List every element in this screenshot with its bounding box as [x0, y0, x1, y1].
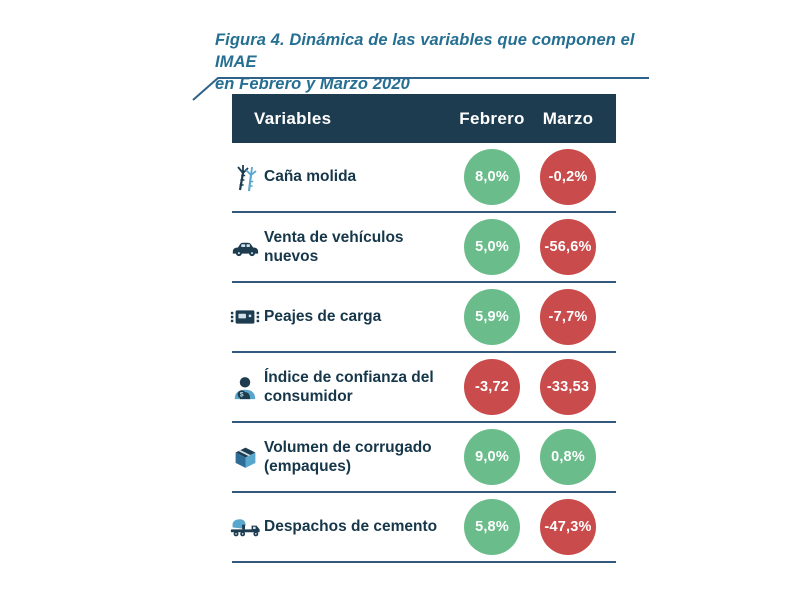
- imae-table: Variables Febrero Marzo Caña molida 8,0%…: [230, 94, 616, 563]
- row-label: Despachos de cemento: [264, 518, 438, 536]
- febrero-cell: 5,0%: [454, 219, 530, 275]
- car-icon: [226, 237, 264, 257]
- row-label: Volumen de corrugado (empaques): [264, 438, 432, 475]
- febrero-cell: -3,72: [454, 359, 530, 415]
- febrero-value-badge: 5,0%: [464, 219, 520, 275]
- svg-text:$: $: [240, 392, 244, 399]
- febrero-value-badge: 5,9%: [464, 289, 520, 345]
- figure-title: Figura 4. Dinámica de las variables que …: [215, 30, 665, 95]
- table-row: Caña molida 8,0% -0,2%: [232, 143, 616, 213]
- marzo-cell: -0,2%: [530, 149, 606, 205]
- row-label: Índice de confianza del consumidor: [264, 368, 434, 405]
- marzo-value-badge: -0,2%: [540, 149, 596, 205]
- febrero-cell: 5,8%: [454, 499, 530, 555]
- marzo-value-badge: -47,3%: [540, 499, 596, 555]
- febrero-cell: 8,0%: [454, 149, 530, 205]
- row-label: Venta de vehículos nuevos: [264, 228, 404, 265]
- febrero-value-badge: 5,8%: [464, 499, 520, 555]
- sugarcane-icon: [226, 162, 264, 192]
- marzo-value-badge: -7,7%: [540, 289, 596, 345]
- table-row: Venta de vehículos nuevos 5,0% -56,6%: [232, 213, 616, 283]
- table-row: Despachos de cemento 5,8% -47,3%: [230, 493, 616, 563]
- febrero-cell: 5,9%: [454, 289, 530, 345]
- marzo-cell: -56,6%: [530, 219, 606, 275]
- row-label: Peajes de carga: [264, 308, 382, 326]
- table-row: Volumen de corrugado (empaques) 9,0% 0,8…: [232, 423, 616, 493]
- figure-title-line1: Figura 4. Dinámica de las variables que …: [215, 31, 635, 71]
- header-variables: Variables: [254, 108, 332, 128]
- febrero-value-badge: -3,72: [464, 359, 520, 415]
- title-underline-rule: [192, 77, 649, 101]
- marzo-value-badge: 0,8%: [540, 429, 596, 485]
- febrero-value-badge: 9,0%: [464, 429, 520, 485]
- marzo-cell: -33,53: [530, 359, 606, 415]
- row-label: Caña molida: [264, 168, 357, 186]
- figure-title-line2: en Febrero y Marzo 2020: [215, 74, 410, 93]
- table-row: $ Índice de confianza del consumidor -3,…: [232, 353, 616, 423]
- toll-booth-icon: [226, 307, 264, 327]
- consumer-confidence-icon: $: [226, 373, 264, 401]
- corrugated-box-icon: [226, 444, 264, 471]
- marzo-value-badge: -33,53: [540, 359, 596, 415]
- cement-truck-icon: [226, 517, 264, 538]
- marzo-cell: 0,8%: [530, 429, 606, 485]
- marzo-cell: -47,3%: [530, 499, 606, 555]
- marzo-cell: -7,7%: [530, 289, 606, 345]
- header-febrero: Febrero: [459, 108, 525, 128]
- febrero-value-badge: 8,0%: [464, 149, 520, 205]
- febrero-cell: 9,0%: [454, 429, 530, 485]
- marzo-value-badge: -56,6%: [540, 219, 596, 275]
- table-header-row: Variables Febrero Marzo: [232, 94, 616, 143]
- header-marzo: Marzo: [542, 108, 594, 128]
- table-row: Peajes de carga 5,9% -7,7%: [230, 283, 616, 353]
